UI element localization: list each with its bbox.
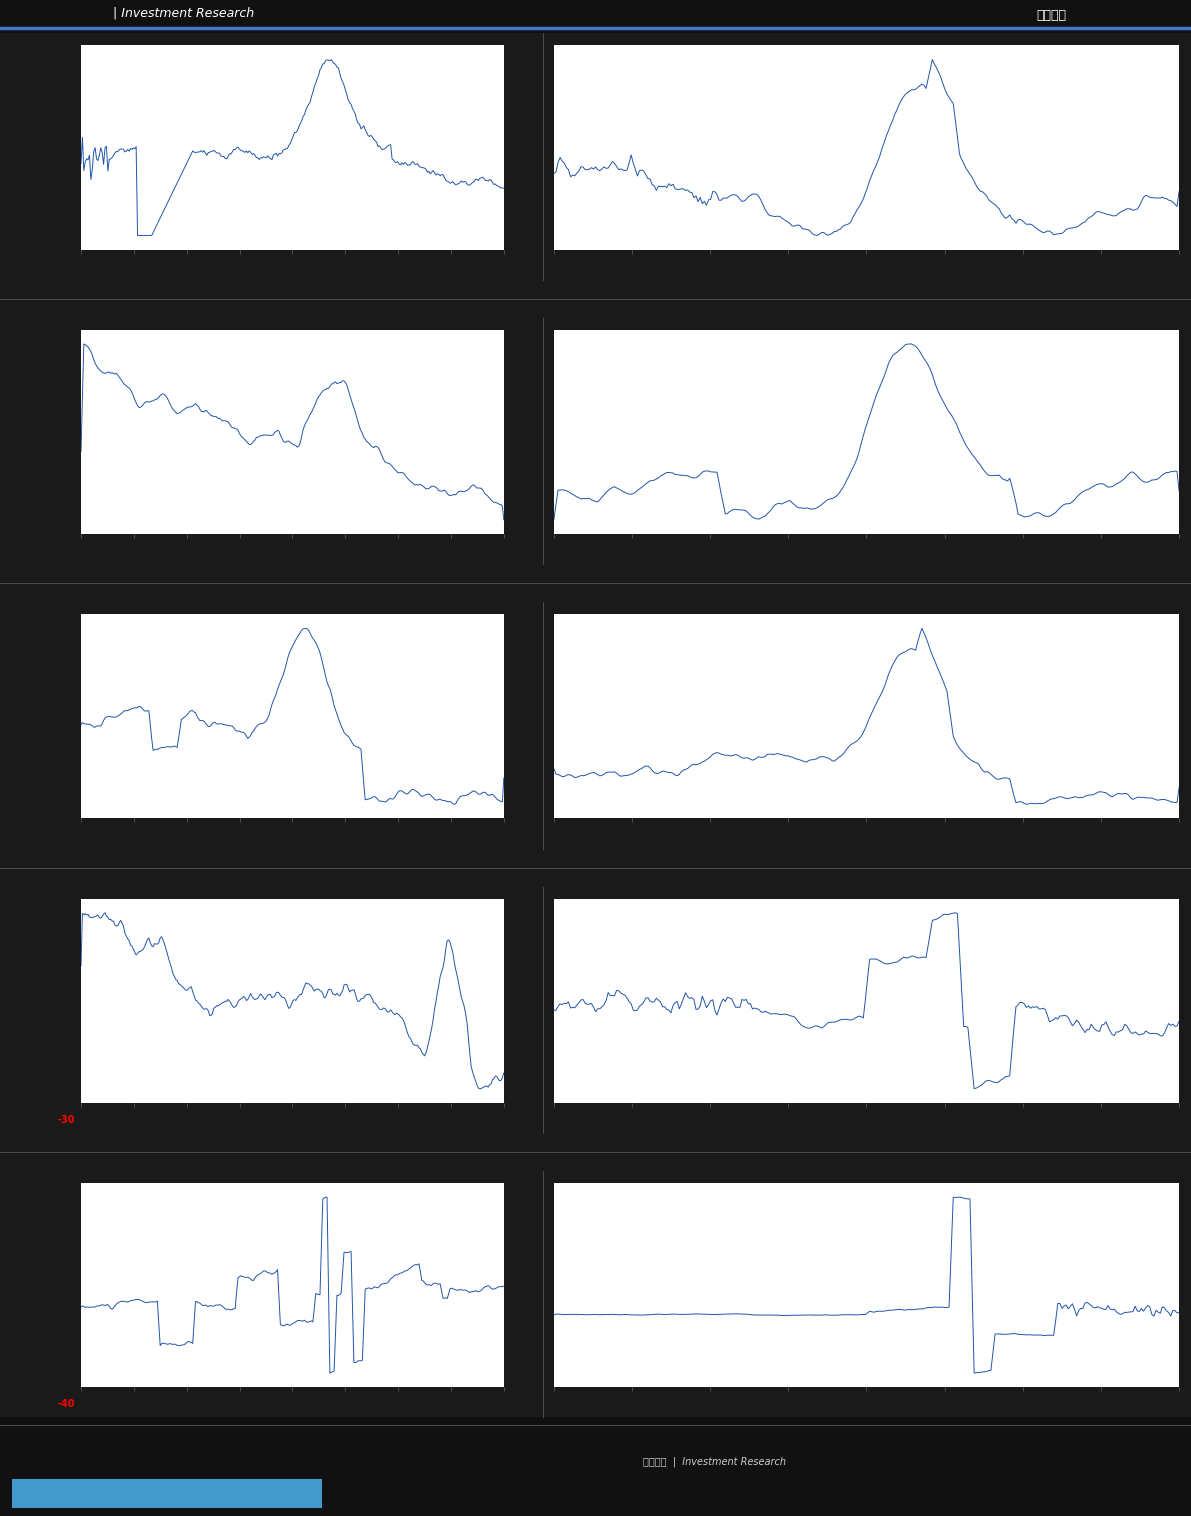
Text: 估值周报: 估值周报 [1036,9,1066,21]
Text: -40: -40 [57,1399,75,1410]
Text: -30: -30 [57,1114,75,1125]
Text: | Investment Research: | Investment Research [113,8,254,20]
Text: 广发证券  |  Investment Research: 广发证券 | Investment Research [643,1457,786,1467]
Bar [12,1478,322,1508]
